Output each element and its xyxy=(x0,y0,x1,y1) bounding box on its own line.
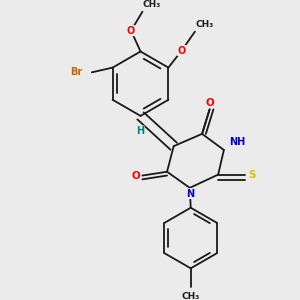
Text: S: S xyxy=(248,169,256,180)
Text: CH₃: CH₃ xyxy=(195,20,214,28)
Text: NH: NH xyxy=(229,137,245,147)
Text: O: O xyxy=(131,170,140,181)
Text: H: H xyxy=(136,126,144,136)
Text: CH₃: CH₃ xyxy=(143,0,161,9)
Text: O: O xyxy=(178,46,186,56)
Text: N: N xyxy=(186,188,194,199)
Text: O: O xyxy=(205,98,214,108)
Text: CH₃: CH₃ xyxy=(182,292,200,300)
Text: O: O xyxy=(127,26,135,36)
Text: Br: Br xyxy=(70,67,83,77)
